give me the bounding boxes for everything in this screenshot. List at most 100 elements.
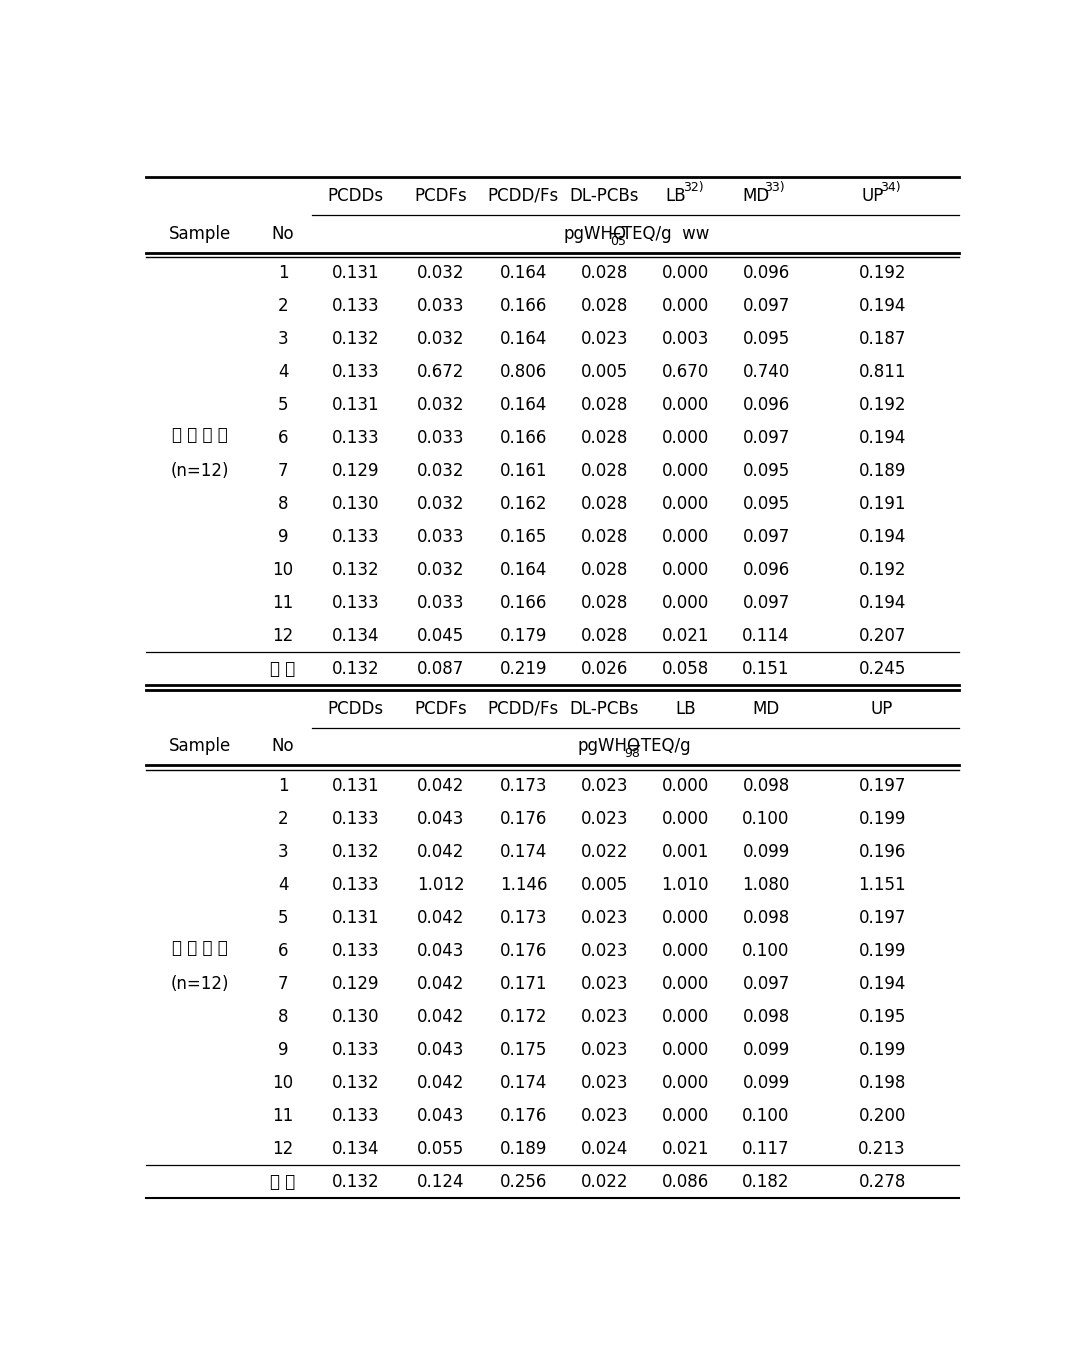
Text: 0.198: 0.198 bbox=[858, 1073, 906, 1091]
Text: 0.133: 0.133 bbox=[332, 363, 380, 382]
Text: 0.042: 0.042 bbox=[417, 975, 464, 993]
Text: 0.028: 0.028 bbox=[581, 463, 628, 481]
Text: 0.189: 0.189 bbox=[500, 1139, 547, 1158]
Text: 0.176: 0.176 bbox=[500, 810, 547, 828]
Text: 0.055: 0.055 bbox=[417, 1139, 464, 1158]
Text: 0.033: 0.033 bbox=[417, 297, 464, 315]
Text: 0.000: 0.000 bbox=[661, 778, 708, 795]
Text: 0.164: 0.164 bbox=[500, 330, 547, 348]
Text: 0.117: 0.117 bbox=[743, 1139, 790, 1158]
Text: 0.151: 0.151 bbox=[743, 660, 790, 678]
Text: 10: 10 bbox=[273, 561, 293, 579]
Text: 0.207: 0.207 bbox=[858, 627, 906, 645]
Text: No: No bbox=[272, 225, 294, 242]
Text: 0.099: 0.099 bbox=[743, 1040, 790, 1058]
Text: 0.191: 0.191 bbox=[858, 496, 906, 513]
Text: 0.023: 0.023 bbox=[581, 975, 628, 993]
Text: 0.028: 0.028 bbox=[581, 561, 628, 579]
Text: 0.095: 0.095 bbox=[743, 463, 790, 481]
Text: 평 균: 평 균 bbox=[271, 660, 295, 678]
Text: 0.174: 0.174 bbox=[500, 843, 547, 861]
Text: 0.672: 0.672 bbox=[417, 363, 464, 382]
Text: 3: 3 bbox=[278, 843, 288, 861]
Text: 0.171: 0.171 bbox=[500, 975, 547, 993]
Text: 0.032: 0.032 bbox=[417, 496, 464, 513]
Text: 0.219: 0.219 bbox=[500, 660, 547, 678]
Text: 6: 6 bbox=[278, 942, 288, 960]
Text: 0.032: 0.032 bbox=[417, 264, 464, 282]
Text: 0.022: 0.022 bbox=[581, 843, 628, 861]
Text: 0.042: 0.042 bbox=[417, 778, 464, 795]
Text: 0.245: 0.245 bbox=[858, 660, 906, 678]
Text: 0.100: 0.100 bbox=[743, 942, 790, 960]
Text: 0.043: 0.043 bbox=[417, 1106, 464, 1125]
Text: 0.033: 0.033 bbox=[417, 594, 464, 612]
Text: 0.130: 0.130 bbox=[332, 1008, 380, 1025]
Text: No: No bbox=[272, 738, 294, 756]
Text: Sample: Sample bbox=[169, 225, 231, 242]
Text: 0.023: 0.023 bbox=[581, 1106, 628, 1125]
Text: 0.133: 0.133 bbox=[332, 297, 380, 315]
Text: 0.023: 0.023 bbox=[581, 942, 628, 960]
Text: 0.100: 0.100 bbox=[743, 810, 790, 828]
Text: 0.189: 0.189 bbox=[858, 463, 906, 481]
Text: 0.176: 0.176 bbox=[500, 942, 547, 960]
Text: 33): 33) bbox=[764, 181, 784, 194]
Text: DL-PCBs: DL-PCBs bbox=[569, 188, 639, 205]
Text: 0.097: 0.097 bbox=[743, 297, 790, 315]
Text: 10: 10 bbox=[273, 1073, 293, 1091]
Text: 0.172: 0.172 bbox=[500, 1008, 547, 1025]
Text: 12: 12 bbox=[273, 627, 293, 645]
Text: 0.196: 0.196 bbox=[858, 843, 906, 861]
Text: 0.164: 0.164 bbox=[500, 561, 547, 579]
Text: 0.028: 0.028 bbox=[581, 594, 628, 612]
Text: 0.740: 0.740 bbox=[743, 363, 790, 382]
Text: 0.133: 0.133 bbox=[332, 810, 380, 828]
Text: 0.195: 0.195 bbox=[858, 1008, 906, 1025]
Text: 0.028: 0.028 bbox=[581, 528, 628, 546]
Text: 0.097: 0.097 bbox=[743, 528, 790, 546]
Text: 0.130: 0.130 bbox=[332, 496, 380, 513]
Text: 2: 2 bbox=[278, 810, 288, 828]
Text: 0.096: 0.096 bbox=[743, 264, 790, 282]
Text: 7: 7 bbox=[278, 463, 288, 481]
Text: 0.042: 0.042 bbox=[417, 1008, 464, 1025]
Text: 0.000: 0.000 bbox=[661, 1073, 708, 1091]
Text: 3: 3 bbox=[278, 330, 288, 348]
Text: 0.000: 0.000 bbox=[661, 496, 708, 513]
Text: 0.028: 0.028 bbox=[581, 430, 628, 448]
Text: (n=12): (n=12) bbox=[171, 463, 229, 481]
Text: 0.131: 0.131 bbox=[332, 396, 380, 415]
Text: 2: 2 bbox=[278, 297, 288, 315]
Text: 05: 05 bbox=[610, 234, 626, 248]
Text: 0.098: 0.098 bbox=[743, 909, 790, 927]
Text: 0.000: 0.000 bbox=[661, 1106, 708, 1125]
Text: 0.000: 0.000 bbox=[661, 975, 708, 993]
Text: 0.000: 0.000 bbox=[661, 396, 708, 415]
Text: 0.096: 0.096 bbox=[743, 561, 790, 579]
Text: 0.187: 0.187 bbox=[858, 330, 906, 348]
Text: 1.012: 1.012 bbox=[416, 876, 464, 894]
Text: 0.098: 0.098 bbox=[743, 778, 790, 795]
Text: pgWHO: pgWHO bbox=[563, 225, 626, 242]
Text: 0.005: 0.005 bbox=[581, 363, 628, 382]
Text: 0.000: 0.000 bbox=[661, 297, 708, 315]
Text: 34): 34) bbox=[881, 181, 901, 194]
Text: 0.028: 0.028 bbox=[581, 496, 628, 513]
Text: 1.146: 1.146 bbox=[500, 876, 547, 894]
Text: 0.043: 0.043 bbox=[417, 810, 464, 828]
Text: 0.000: 0.000 bbox=[661, 810, 708, 828]
Text: 0.042: 0.042 bbox=[417, 1073, 464, 1091]
Text: 1.010: 1.010 bbox=[661, 876, 709, 894]
Text: 0.174: 0.174 bbox=[500, 1073, 547, 1091]
Text: LB: LB bbox=[664, 188, 686, 205]
Text: MD: MD bbox=[752, 700, 780, 717]
Text: 0.033: 0.033 bbox=[417, 528, 464, 546]
Text: PCDDs: PCDDs bbox=[327, 700, 384, 717]
Text: 0.058: 0.058 bbox=[661, 660, 708, 678]
Text: 0.097: 0.097 bbox=[743, 975, 790, 993]
Text: 0.192: 0.192 bbox=[858, 396, 906, 415]
Text: 8: 8 bbox=[278, 496, 288, 513]
Text: 0.133: 0.133 bbox=[332, 942, 380, 960]
Text: 0.133: 0.133 bbox=[332, 528, 380, 546]
